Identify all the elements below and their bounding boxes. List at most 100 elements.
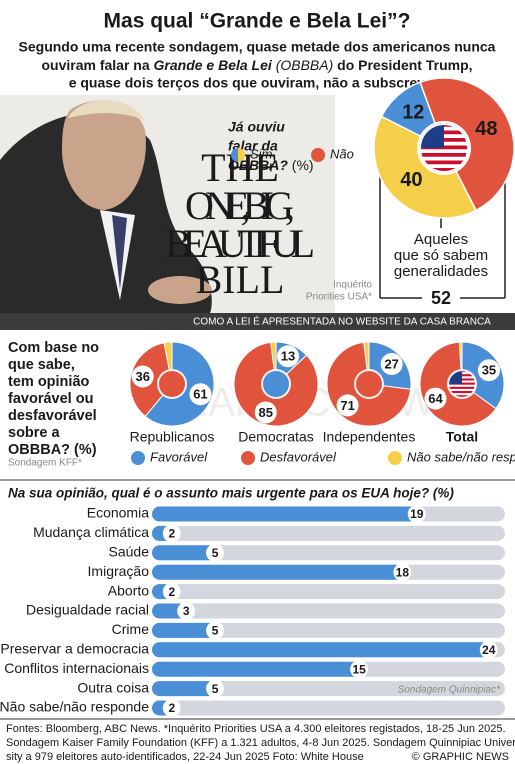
legend-label: Desfavorável [260,449,337,464]
party-icon [356,371,382,397]
value-label-bg [162,582,181,601]
value-label: 5 [212,624,219,638]
legend-label: Favorável [150,449,208,464]
source: Sondagem KFF* [8,458,82,469]
legend-swatch [231,148,238,162]
value-label-bg [393,563,412,582]
category-label: Independentes [323,429,416,445]
footer-credit: © GRAPHIC NEWS [412,751,509,763]
value-label-bg [206,621,225,640]
book-title: THE ONE, BIG, BEAUTIFUL BILL [165,145,315,302]
value-label: 2 [168,585,175,599]
value-label: 5 [212,546,219,560]
flag-icon [448,370,476,398]
category-label: Saúde [109,544,150,560]
question: Com base no [8,340,99,356]
value-label-bg [131,365,154,388]
flag-icon [419,123,469,173]
category-label: Republicanos [130,429,215,445]
bar-track [152,700,505,716]
category-label: Aborto [108,582,149,598]
category-label: Mudança climática [33,524,149,540]
value-label-bg [254,401,277,424]
bar-track [152,525,505,541]
question-unit: (%) [292,157,314,173]
question: favorável ou [8,391,93,407]
value-label-bg [189,383,212,406]
value-label: 35 [482,363,496,378]
value-label: 36 [135,369,149,384]
annotation: generalidades [394,263,488,280]
book-title-line: BEAUTIFUL [165,221,315,266]
subtitle-part: do President Trump, [337,57,472,73]
value-label: 12 [402,102,424,124]
value-label: 71 [340,398,354,413]
annotation: que só sabem [394,247,488,264]
value-label-bg [206,679,225,698]
issues-chart: Na sua opinião, qual é o assunto mais ur… [0,479,515,501]
legend-swatch [238,148,245,162]
value-label-bg [336,394,359,417]
value-label: 2 [168,701,175,715]
category-label: Democratas [238,429,313,445]
legend-swatch [388,451,402,465]
bar [152,661,369,677]
value-label-bg [162,699,181,717]
value-label: 61 [193,387,207,402]
question: OBBBA? (%) [228,157,314,173]
book-title-line: ONE, BIG, [185,183,295,228]
value-label-bg [177,602,196,620]
footer-line: Sondagem Kaiser Family Foundation (KFF) … [6,737,515,749]
value-label: 5 [212,682,219,696]
bar-track [152,603,505,619]
value-label: 48 [475,118,497,140]
category-label: Total [446,429,478,445]
source: Inquérito [333,280,372,291]
category-label: Não sabe/não responde [0,699,149,715]
subtitle: Segundo uma recente sondagem, quase meta… [19,39,496,55]
legend-label: Sim [250,146,273,161]
pie-slice [373,115,478,219]
category-label: Outra coisa [77,679,149,695]
value-label: 27 [384,356,398,371]
bar-track [152,622,505,638]
legend-label: Não [330,146,354,161]
question: sobre a [8,425,61,441]
value-label: 24 [482,643,496,657]
party-icon [263,371,289,397]
bar [152,506,426,522]
value-label: 85 [259,405,273,420]
bar-track [152,681,505,697]
value-label: 3 [183,604,190,618]
subtitle: ouviram falar na Grande e Bela Lei (OBBB… [41,57,472,73]
value-label-bg [479,640,498,659]
annotation: Aqueles [414,231,468,248]
legend-swatch [131,451,145,465]
category-label: Desigualdade racial [26,602,149,618]
book-title-line: BILL [196,257,285,302]
value-label-bg [162,524,181,543]
value-label-bg [380,353,403,376]
value-label-bg [350,660,369,679]
value-label: 64 [428,391,443,406]
legend-swatch [241,451,255,465]
value-label-bg [424,387,447,410]
category-label: Crime [112,621,150,637]
bar [152,681,225,697]
question: Já ouviu [228,119,285,135]
bar [152,642,498,658]
question: tem opinião [8,374,90,390]
value-label: 18 [396,565,410,579]
value-label: 2 [168,527,175,541]
footer-line: Fontes: Bloomberg, ABC News. *Inquérito … [6,723,506,735]
question-part: OBBBA? [228,157,288,173]
photo: THE ONE, BIG, BEAUTIFUL BILL COMO A LEI … [0,95,515,330]
category-label: Imigração [88,563,150,579]
photo-caption: COMO A LEI É APRESENTADA NO WEBSITE DA C… [193,315,491,328]
legend-swatch [311,148,325,162]
subtitle-part: (OBBBA) [276,57,334,73]
value-label: 19 [410,507,424,521]
bar-track [152,545,505,561]
bar [152,564,412,580]
